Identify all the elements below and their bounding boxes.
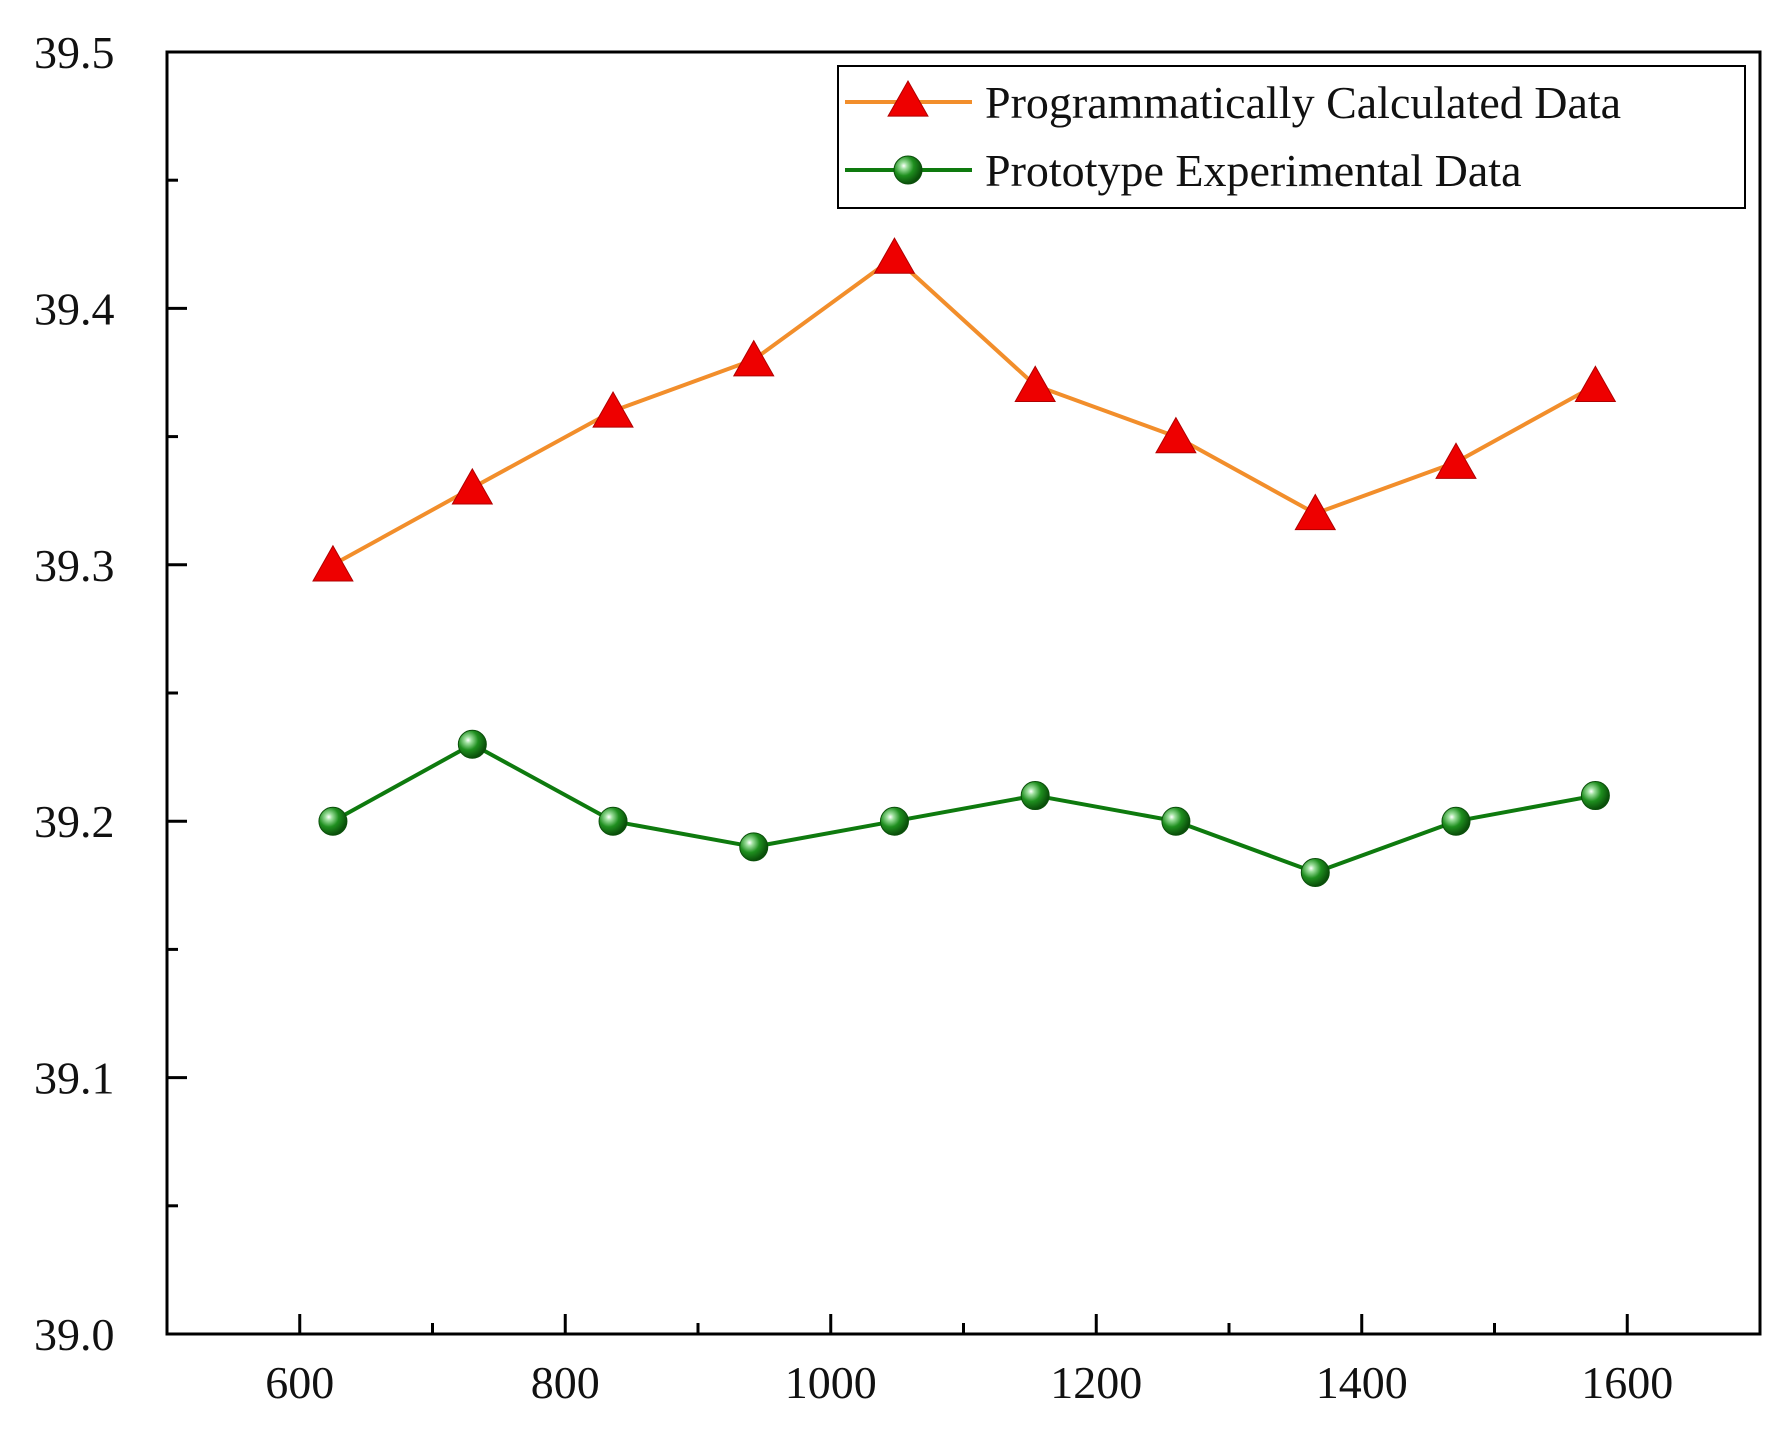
data-point <box>451 467 494 505</box>
y-tick-label: 39.2 <box>34 796 115 847</box>
x-tick-label: 1400 <box>1316 1357 1408 1408</box>
legend-label: Prototype Experimental Data <box>985 145 1522 196</box>
data-point <box>1300 857 1330 887</box>
y-tick-label: 39.5 <box>34 27 115 78</box>
axes-ticks: 600 800 1000 1200 1400 1600 39.0 39.1 39.2 39.3 39… <box>34 27 1673 1408</box>
x-tick-label: 800 <box>531 1357 600 1408</box>
y-tick-label: 39.1 <box>34 1053 115 1104</box>
series-experimental <box>318 729 1610 887</box>
series-layer <box>312 237 1617 887</box>
data-point <box>312 544 354 582</box>
data-point <box>1574 365 1617 402</box>
data-point <box>1020 781 1050 811</box>
x-tick-label: 600 <box>265 1357 334 1408</box>
data-point <box>457 729 487 759</box>
y-tick-label: 39.3 <box>34 540 115 591</box>
legend-marker <box>893 155 923 185</box>
data-point <box>1435 442 1477 479</box>
data-point <box>1294 493 1337 531</box>
data-point <box>592 390 634 428</box>
x-tick-label: 1200 <box>1050 1357 1142 1408</box>
series-calculated <box>312 237 1617 582</box>
x-tick-label: 1000 <box>785 1357 877 1408</box>
data-point <box>1161 806 1191 836</box>
data-point <box>318 806 348 836</box>
data-point <box>1014 365 1056 402</box>
data-point <box>879 806 909 836</box>
data-point <box>732 339 775 377</box>
series-line <box>331 742 1596 875</box>
data-point <box>1441 806 1471 836</box>
data-point <box>873 237 916 274</box>
data-point <box>1580 781 1610 811</box>
legend-box <box>837 65 1746 209</box>
data-point <box>739 832 769 862</box>
y-tick-label: 39.0 <box>34 1309 115 1360</box>
data-point <box>598 806 628 836</box>
legend-marker <box>887 79 929 117</box>
plot-frame <box>165 50 1762 1336</box>
legend: Programmatically Calculated Data Prototyp… <box>837 65 1746 209</box>
legend-label: Programmatically Calculated Data <box>985 77 1621 128</box>
data-point <box>1155 416 1197 454</box>
x-tick-label: 1600 <box>1581 1357 1673 1408</box>
series-line <box>331 255 1597 567</box>
y-tick-label: 39.4 <box>34 283 115 334</box>
